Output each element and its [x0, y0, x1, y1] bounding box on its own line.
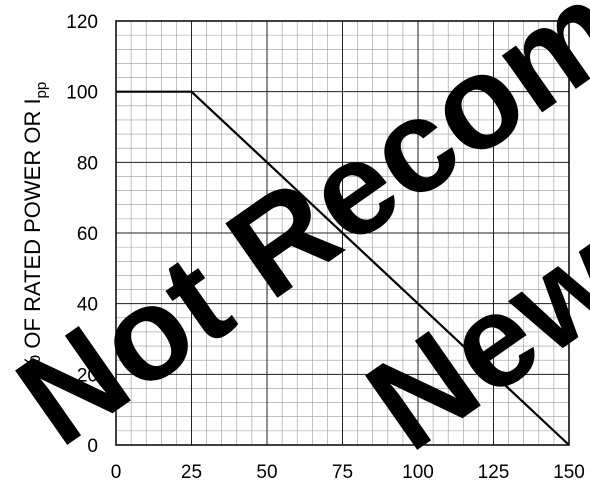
y-tick-label: 0 — [87, 436, 98, 457]
y-tick-label: 20 — [77, 365, 98, 386]
x-tick-labels: 0 25 50 75 100 125 150 — [111, 462, 585, 483]
derating-curve — [116, 90, 570, 446]
x-tick-label: 25 — [181, 462, 202, 483]
y-tick-labels: 0 20 40 60 80 100 120 — [66, 12, 98, 457]
x-tick-label: 75 — [332, 462, 353, 483]
y-tick-label: 80 — [77, 153, 98, 174]
x-tick-label: 50 — [256, 462, 277, 483]
plot-frame — [115, 20, 570, 446]
y-axis-label-main: % OF RATED POWER OR I — [20, 98, 45, 374]
x-tick-label: 100 — [402, 462, 434, 483]
y-tick-label: 100 — [66, 83, 98, 104]
x-tick-label: 0 — [111, 462, 122, 483]
x-tick-label: 150 — [553, 462, 585, 483]
y-axis-label: % OF RATED POWER OR Ipp — [20, 82, 50, 375]
y-tick-label: 40 — [77, 295, 98, 316]
x-tick-label: 125 — [478, 462, 510, 483]
y-tick-label: 60 — [77, 224, 98, 245]
y-tick-label: 120 — [66, 12, 98, 33]
y-axis-label-subscript: pp — [33, 82, 50, 99]
